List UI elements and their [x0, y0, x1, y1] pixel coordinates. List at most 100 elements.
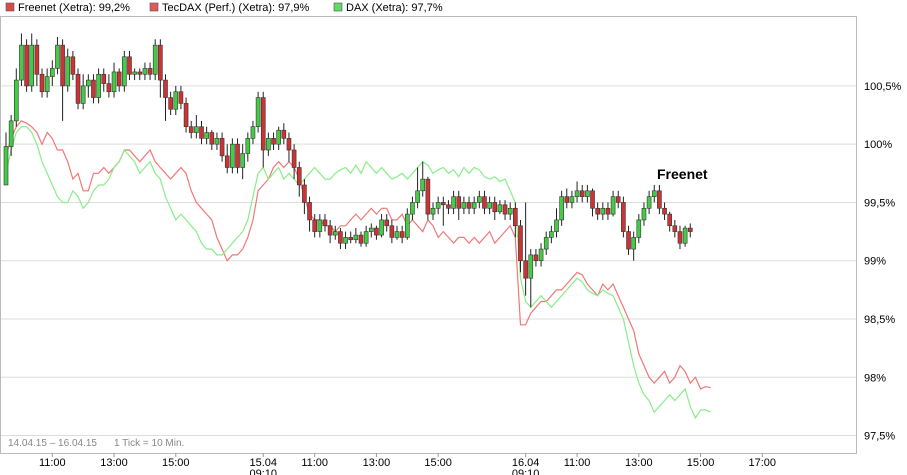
candle-body [327, 225, 333, 236]
candle [65, 48, 71, 92]
legend-item: TecDAX (Perf.) (Xetra): 97,9% [149, 2, 310, 14]
candle [44, 68, 50, 98]
series-annotation: Freenet [657, 166, 708, 182]
x-tick-sublabel: 09:10 [249, 468, 277, 475]
candle [178, 85, 184, 110]
candle-body [13, 79, 19, 122]
legend-swatch [333, 2, 343, 12]
candle-body [183, 103, 189, 128]
candle [317, 214, 323, 238]
candle [466, 196, 472, 215]
legend-label: DAX (Xetra): 97,7% [346, 2, 443, 14]
candle-body [260, 97, 266, 151]
candle-body [585, 190, 590, 197]
candle-body [528, 254, 534, 279]
y-tick-label: 99,5% [864, 197, 895, 209]
candle-body [224, 155, 230, 168]
candle [142, 62, 148, 81]
candle [585, 184, 590, 203]
candle-body [302, 184, 307, 203]
x-tick-label: 11:00 [301, 457, 328, 469]
candle [55, 36, 60, 75]
candle-body [286, 138, 292, 151]
candle [363, 225, 369, 247]
candle-body [543, 237, 549, 250]
candle [209, 130, 215, 151]
candle-body [595, 207, 600, 215]
y-tick-label: 98% [864, 372, 886, 384]
candle [538, 243, 544, 267]
candle-body [101, 73, 107, 84]
y-tick-label: 100% [864, 139, 892, 151]
candle [3, 132, 9, 186]
candle-body [317, 219, 323, 232]
candle [86, 74, 91, 98]
candle [163, 74, 168, 121]
candle [122, 50, 127, 92]
candle [204, 126, 209, 145]
x-tick-label: 15:00 [162, 457, 190, 469]
candle [219, 132, 225, 162]
x-tick-label: 15:00 [687, 457, 715, 469]
legend-label: Freenet (Xetra): 99,2% [18, 2, 130, 14]
candle [410, 196, 415, 220]
candle-body [461, 202, 467, 209]
candle-body [379, 219, 384, 236]
candle [420, 161, 426, 197]
candle-body [209, 132, 215, 145]
candle-body [111, 71, 117, 93]
legend: Freenet (Xetra): 99,2% TecDAX (Perf.) (Xe… [5, 2, 443, 14]
candle [322, 214, 328, 232]
candle-body [579, 190, 585, 197]
candle-body [8, 120, 14, 147]
candle-body [214, 138, 220, 145]
candle-body [600, 207, 606, 215]
candle-body [188, 126, 194, 133]
legend-item: Freenet (Xetra): 99,2% [5, 2, 130, 14]
candle-body [513, 207, 518, 227]
candle [327, 219, 333, 244]
candle [235, 138, 240, 174]
candle-body [677, 231, 683, 244]
candle-body [34, 44, 40, 75]
candle [621, 196, 626, 238]
candle [91, 74, 96, 104]
candle [662, 202, 667, 220]
candle-body [96, 73, 101, 98]
candle [610, 190, 616, 217]
candle [147, 62, 153, 81]
candle [358, 231, 364, 247]
candle [507, 202, 513, 220]
candle-body [384, 219, 390, 227]
candle [29, 33, 35, 92]
candle-body [404, 213, 410, 238]
candle-body [245, 138, 251, 154]
candle [8, 115, 14, 156]
x-tick-label: 13:00 [100, 457, 128, 469]
candle [39, 68, 45, 98]
candle-body [410, 202, 415, 215]
candle-body [667, 213, 672, 227]
candle-body [55, 44, 60, 69]
candle-body [230, 143, 235, 168]
candle [523, 202, 528, 296]
candle-body [626, 231, 631, 250]
candle [441, 196, 446, 226]
candle-body [24, 44, 29, 87]
candle [687, 223, 693, 238]
candle-body [39, 73, 45, 93]
candle-body [446, 204, 451, 209]
candle-body [65, 56, 71, 87]
candle-body [281, 129, 287, 139]
candle [651, 184, 657, 203]
candle-body [240, 153, 245, 168]
candle-body [590, 190, 595, 209]
candle [332, 225, 338, 240]
candle [595, 202, 600, 220]
candle [574, 181, 580, 203]
candle-body [343, 237, 348, 244]
candle [605, 202, 611, 220]
candle [682, 225, 688, 247]
